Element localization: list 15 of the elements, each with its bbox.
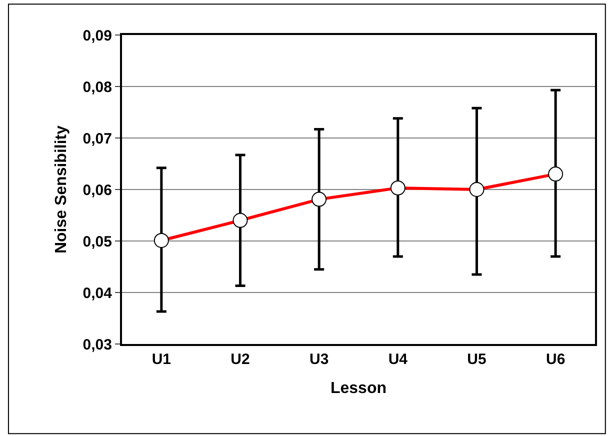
- y-tick-label: 0,05: [82, 233, 112, 250]
- y-tick-label: 0,07: [82, 130, 112, 148]
- x-tick-label: U2: [230, 351, 250, 368]
- x-tick-label: U5: [467, 351, 486, 368]
- y-tick-label: 0,09: [82, 27, 112, 44]
- x-axis-title: Lesson: [330, 380, 387, 398]
- x-tick-label: U6: [546, 351, 566, 368]
- x-tick-label: U1: [152, 351, 172, 368]
- x-tick-label: U4: [388, 351, 408, 368]
- x-tick-label: U3: [309, 351, 329, 368]
- y-tick-label: 0,03: [82, 336, 112, 354]
- y-axis-title: Noise Sensibility: [53, 125, 70, 254]
- y-tick-label: 0,06: [82, 182, 112, 199]
- y-tick-label: 0,08: [82, 78, 112, 96]
- y-tick-label: 0,04: [82, 284, 113, 302]
